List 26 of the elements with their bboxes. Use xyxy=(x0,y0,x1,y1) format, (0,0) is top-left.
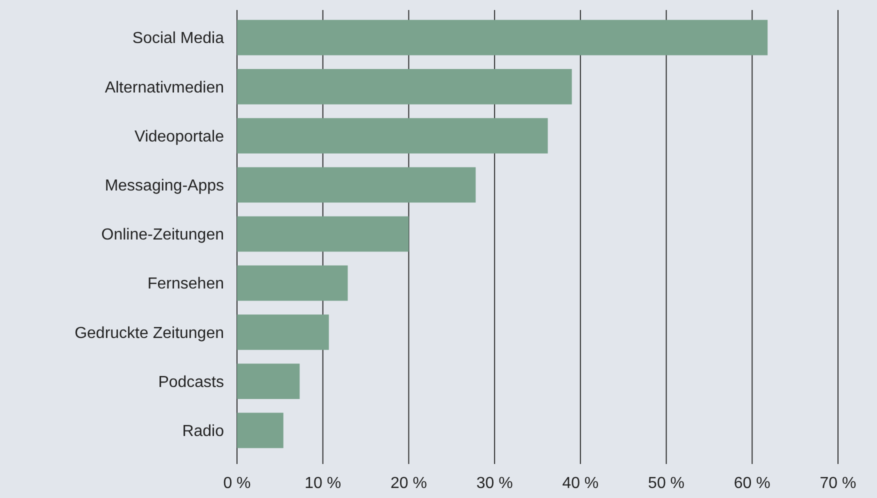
x-tick-label: 30 % xyxy=(476,475,513,492)
bar xyxy=(237,265,348,301)
x-tick-label: 0 % xyxy=(223,475,251,492)
bar xyxy=(237,167,476,203)
bar xyxy=(237,216,409,252)
y-tick-label: Messaging-Apps xyxy=(104,177,224,194)
x-tick-label: 50 % xyxy=(648,475,685,492)
y-tick-label: Fernsehen xyxy=(148,276,224,293)
bar xyxy=(237,314,329,350)
x-tick-label: 20 % xyxy=(390,475,427,492)
y-tick-label: Alternativmedien xyxy=(104,79,224,96)
x-tick-label: 40 % xyxy=(562,475,599,492)
bar xyxy=(237,69,572,104)
bar xyxy=(237,118,548,154)
x-tick-label: 10 % xyxy=(304,475,342,492)
y-tick-label: Online-Zeitungen xyxy=(101,226,224,244)
y-tick-label: Podcasts xyxy=(158,374,224,391)
bar xyxy=(237,20,768,56)
x-tick-label: 60 % xyxy=(734,475,770,492)
y-tick-label: Social Media xyxy=(132,30,224,48)
bar xyxy=(237,364,300,399)
bar xyxy=(237,412,284,448)
y-tick-label: Gedruckte Zeitungen xyxy=(74,324,224,342)
y-tick-label: Videoportale xyxy=(134,128,224,146)
y-tick-label: Radio xyxy=(182,423,224,440)
x-tick-label: 70 % xyxy=(820,475,856,492)
